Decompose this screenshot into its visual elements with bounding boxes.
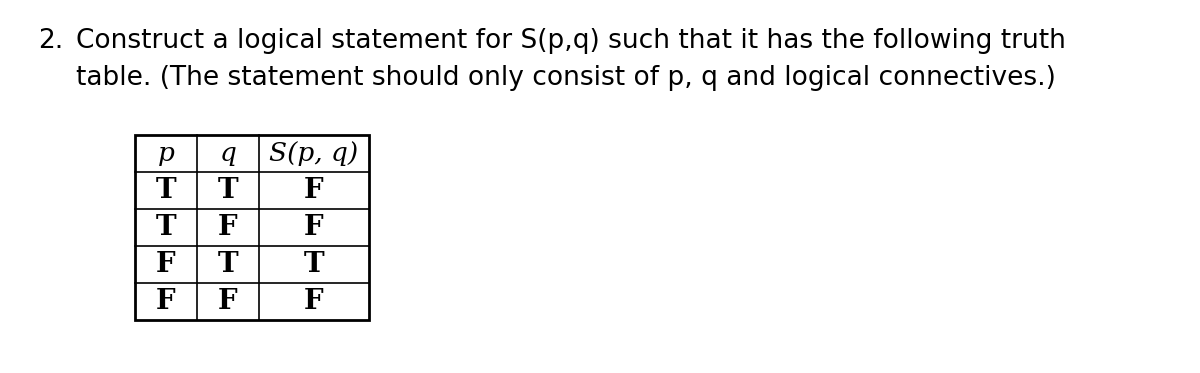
Text: F: F [156, 288, 176, 315]
Text: F: F [304, 214, 324, 241]
Text: T: T [304, 251, 324, 278]
Text: q: q [220, 141, 236, 166]
Text: F: F [218, 214, 238, 241]
Text: F: F [218, 288, 238, 315]
Text: Construct a logical statement for S(p,q) such that it has the following truth: Construct a logical statement for S(p,q)… [76, 28, 1066, 54]
Bar [134, 135, 370, 320]
Text: S(p, q): S(p, q) [270, 141, 359, 166]
Text: F: F [304, 288, 324, 315]
Text: table. (The statement should only consist of p, q and logical connectives.): table. (The statement should only consis… [76, 65, 1056, 91]
Text: F: F [304, 177, 324, 204]
Text: 2.: 2. [38, 28, 64, 54]
Text: T: T [156, 177, 176, 204]
Text: T: T [217, 251, 239, 278]
Text: T: T [217, 177, 239, 204]
Text: T: T [156, 214, 176, 241]
Text: p: p [157, 141, 174, 166]
Text: F: F [156, 251, 176, 278]
